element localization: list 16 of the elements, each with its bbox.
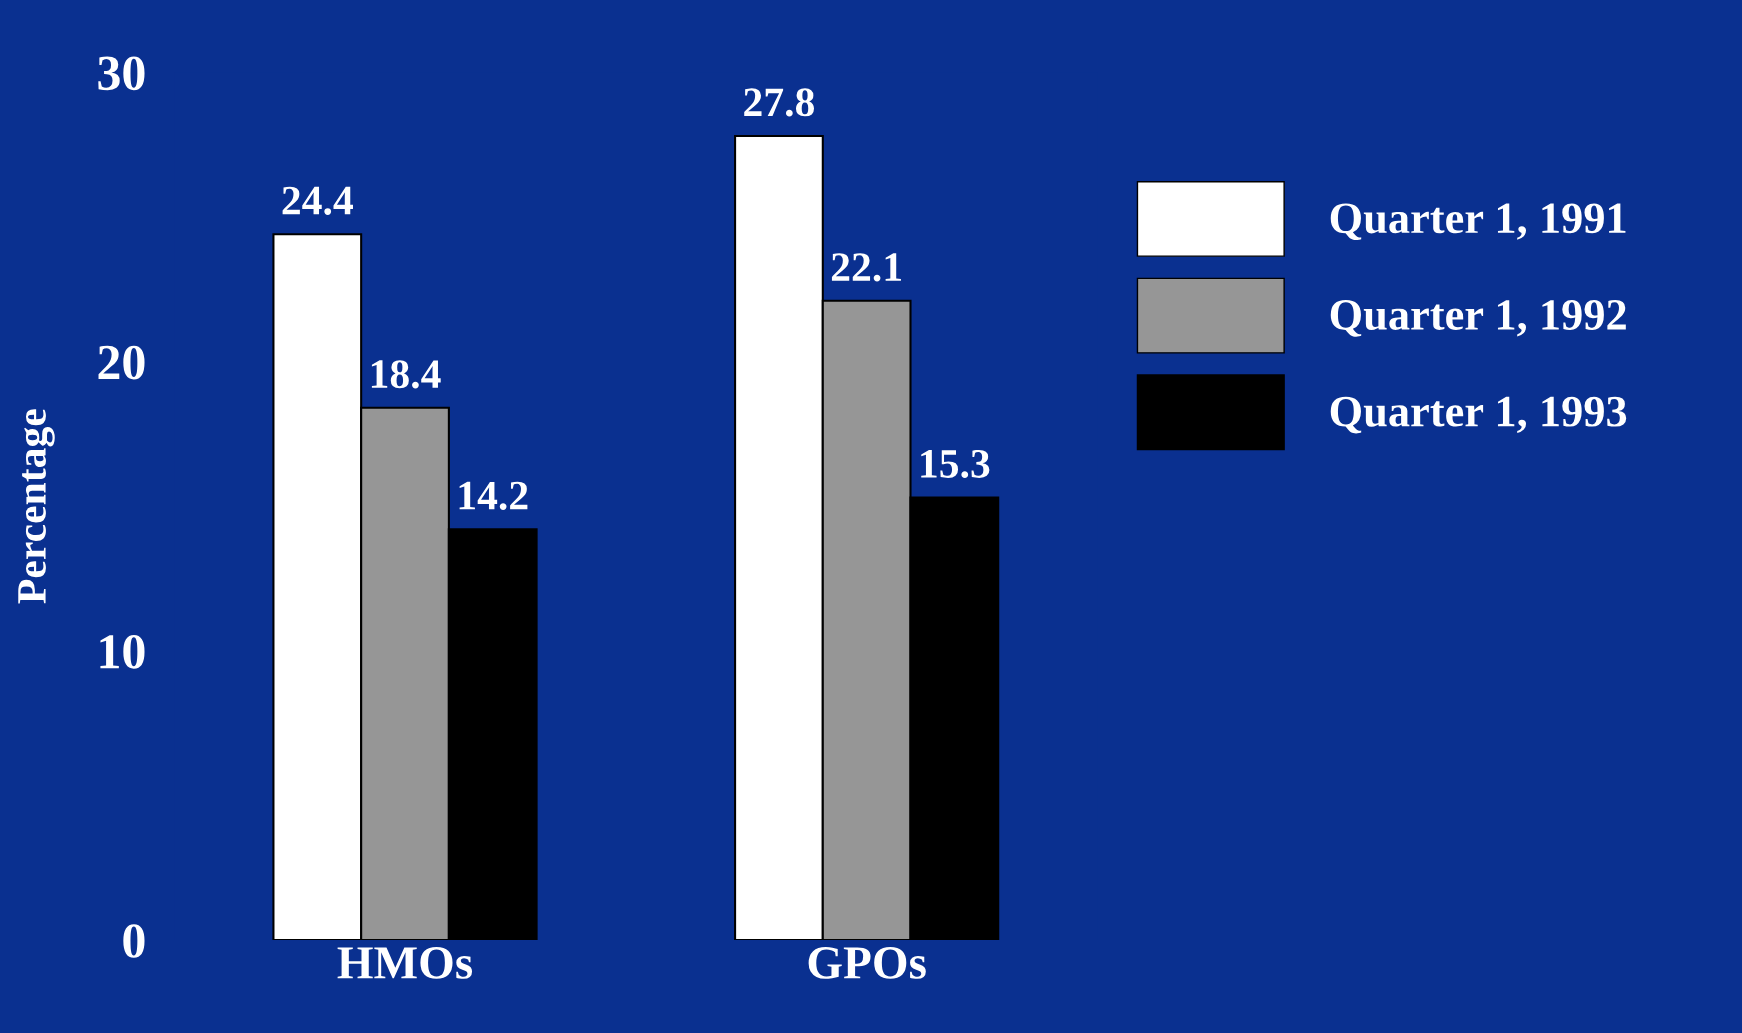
x-tick-label: HMOs xyxy=(337,947,473,979)
data-label: 15.3 xyxy=(921,449,990,479)
data-label: 18.4 xyxy=(371,360,441,389)
data-label: 24.4 xyxy=(282,186,353,215)
data-label: 27.8 xyxy=(744,88,815,117)
legend-label: Quarter 1, 1992 xyxy=(1330,300,1626,337)
y-tick-label: 10 xyxy=(100,634,145,669)
legend-label: Quarter 1, 1991 xyxy=(1330,203,1626,241)
y-tick-label: 20 xyxy=(98,345,145,380)
data-label: 22.1 xyxy=(831,253,901,282)
legend-label: Quarter 1, 1993 xyxy=(1330,396,1627,434)
y-tick-label: 30 xyxy=(98,56,145,91)
data-label: 14.2 xyxy=(459,481,528,510)
y-tick-label: 0 xyxy=(123,924,145,958)
y-axis-title: Percentage xyxy=(18,409,55,604)
x-tick-label: GPOs xyxy=(808,947,926,979)
